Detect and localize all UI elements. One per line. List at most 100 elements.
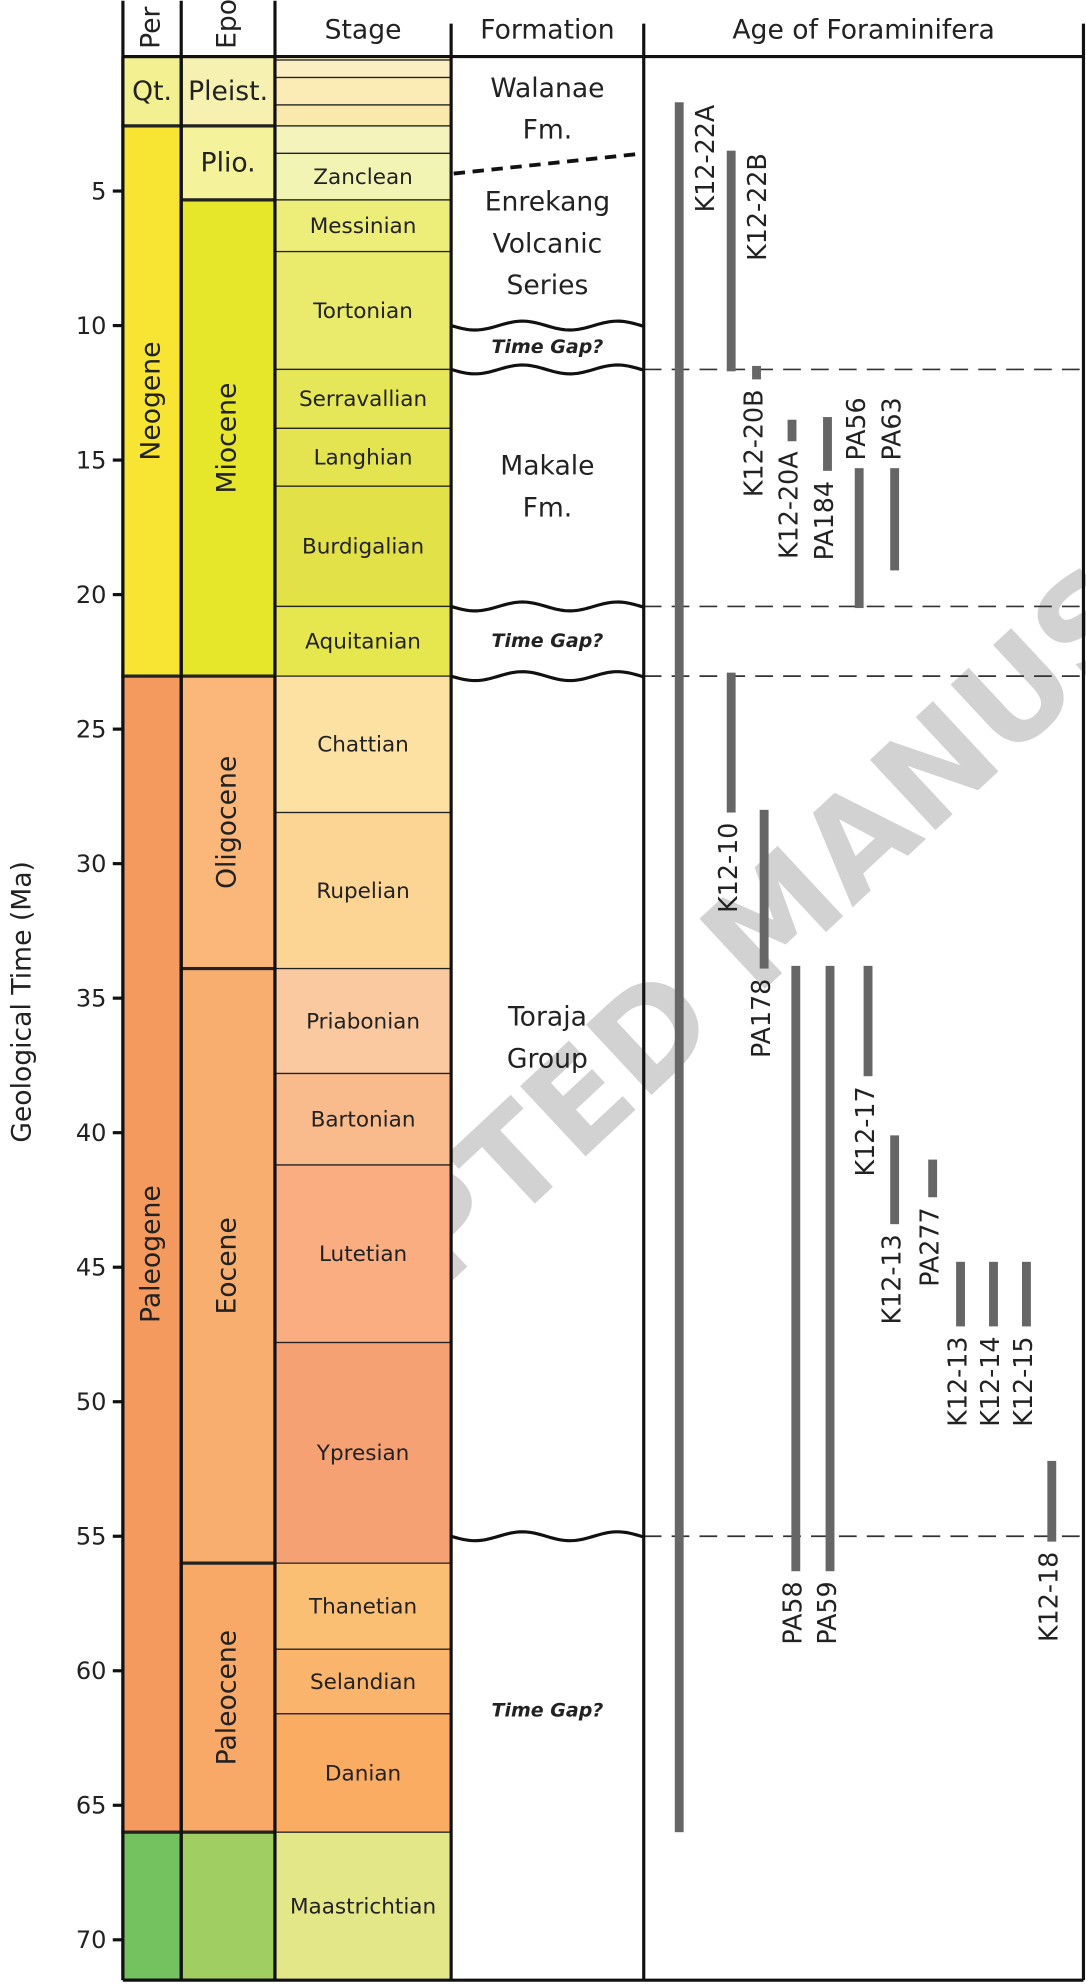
- formation-label: Fm.: [523, 492, 573, 523]
- y-axis-label: Geological Time (Ma): [6, 861, 37, 1143]
- unconformity: [450, 1530, 645, 1543]
- y-tick-label: 60: [76, 1657, 107, 1685]
- formation-label: Fm.: [523, 115, 573, 146]
- sample-label: K12-13: [942, 1337, 972, 1427]
- sample-label: PA63: [876, 397, 906, 460]
- y-tick-label: 45: [76, 1253, 107, 1281]
- range-bar: [823, 417, 832, 471]
- sample-label: K12-20B: [738, 390, 768, 498]
- column-header: Epo: [212, 0, 243, 49]
- y-tick-label: 15: [76, 446, 107, 474]
- stage-label: Thanetian: [308, 1594, 417, 1619]
- stage: [274, 1831, 452, 1981]
- stage-label: Maastrichtian: [290, 1894, 436, 1919]
- stage: [274, 104, 452, 127]
- y-tick-label: 70: [76, 1926, 107, 1954]
- stage-label: Messinian: [310, 214, 417, 239]
- y-tick-label: 20: [76, 581, 107, 609]
- period: [121, 1830, 183, 1981]
- stage-label: Tortonian: [312, 299, 413, 324]
- formation-label: Volcanic: [493, 228, 603, 259]
- sample-label: PA184: [809, 481, 839, 560]
- formation-label: Time Gap?: [492, 336, 604, 358]
- range-bar: [890, 1135, 900, 1225]
- stage: [274, 250, 452, 371]
- stage: [274, 605, 452, 677]
- formation-label: Makale: [500, 451, 594, 482]
- y-tick-label: 10: [76, 312, 107, 340]
- y-tick-label: 65: [76, 1792, 107, 1820]
- range-bar: [863, 965, 873, 1077]
- sample-label: K12-10: [713, 823, 743, 913]
- stage-label: Ypresian: [316, 1441, 410, 1466]
- sample-label: K12-15: [1008, 1337, 1038, 1427]
- unconformity: [450, 600, 645, 613]
- range-bar: [928, 1159, 938, 1198]
- unconformity: [450, 319, 645, 332]
- stage: [274, 125, 452, 155]
- y-tick-label: 40: [76, 1119, 107, 1147]
- epoch-label: Miocene: [212, 383, 243, 494]
- epoch: [179, 1830, 277, 1981]
- formation-label: Time Gap?: [492, 630, 604, 652]
- unconformity: [450, 670, 645, 683]
- sample-label: K12-18: [1034, 1552, 1064, 1642]
- watermark: PTED MANUS: [358, 537, 1086, 1315]
- column-header: Age of Foraminifera: [732, 15, 994, 46]
- unconformity: [450, 363, 645, 376]
- sample-label: K12-20A: [774, 451, 804, 559]
- stage: [274, 967, 452, 1075]
- period-label: Neogene: [136, 342, 167, 461]
- stage-label: Zanclean: [313, 165, 413, 190]
- stage-label: Burdigalian: [302, 535, 424, 560]
- y-tick-label: 25: [76, 715, 107, 743]
- stage: [274, 675, 452, 814]
- epoch-label: Pleist.: [188, 76, 268, 107]
- range-bar: [1022, 1261, 1031, 1327]
- contact-line: [453, 151, 644, 176]
- range-bar: [759, 809, 769, 969]
- y-tick-label: 55: [76, 1523, 107, 1551]
- sample-label: PA277: [914, 1207, 944, 1286]
- range-bar: [1047, 1460, 1057, 1542]
- range-bar: [854, 468, 864, 609]
- range-bar: [791, 965, 801, 1572]
- epoch-label: Plio.: [201, 148, 256, 179]
- stage: [274, 1164, 452, 1344]
- y-tick-label: 50: [76, 1388, 107, 1416]
- sample-label: K12-17: [850, 1086, 880, 1176]
- range-bar: [787, 419, 797, 442]
- y-tick-label: 30: [76, 850, 107, 878]
- formation-label: Walanae: [490, 73, 604, 104]
- stage-label: Bartonian: [311, 1108, 416, 1133]
- formation-label: Time Gap?: [492, 1700, 604, 1722]
- range-bar: [956, 1261, 965, 1327]
- range-bar: [890, 468, 900, 571]
- stage: [274, 152, 452, 201]
- epoch-label: Eocene: [212, 1217, 243, 1314]
- stage-label: Danian: [325, 1761, 401, 1786]
- range-bar: [752, 365, 761, 380]
- column-header: Formation: [480, 15, 614, 46]
- stage-label: Rupelian: [316, 879, 409, 904]
- sample-label: PA59: [812, 1581, 842, 1644]
- sample-label: PA56: [841, 397, 871, 460]
- sample-label: K12-22A: [690, 104, 720, 212]
- stage-label: Priabonian: [306, 1009, 420, 1034]
- period-label: Qt.: [132, 76, 172, 107]
- range-bar: [674, 102, 684, 1833]
- sample-label: PA178: [746, 979, 776, 1058]
- column-header: Stage: [325, 15, 402, 46]
- epoch-label: Paleocene: [212, 1630, 243, 1765]
- sample-label: PA58: [778, 1581, 808, 1644]
- stage-label: Aquitanian: [305, 630, 421, 655]
- formation-label: Group: [507, 1043, 588, 1074]
- stage-label: Langhian: [314, 446, 413, 471]
- stage: [274, 811, 452, 970]
- range-bar: [825, 965, 835, 1572]
- range-bar: [989, 1261, 998, 1327]
- stage: [274, 76, 452, 106]
- stage: [274, 1713, 452, 1833]
- column-header: Per: [136, 6, 167, 48]
